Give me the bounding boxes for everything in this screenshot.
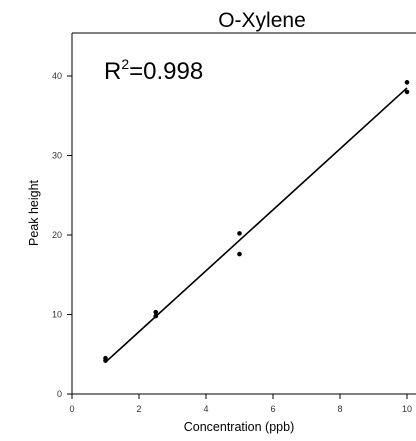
data-point [237, 251, 242, 257]
r-squared-annotation: R2=0.998 [104, 56, 203, 85]
r-squared-value: =0.998 [129, 58, 203, 85]
y-axis-ticks: 0 10 20 30 40 [52, 71, 72, 399]
r-squared-base: R [104, 58, 121, 85]
data-point [103, 358, 108, 363]
chart-title: O-Xylene [218, 9, 306, 32]
x-axis-label: Concentration (ppb) [184, 420, 294, 434]
r-squared-superscript: 2 [121, 56, 129, 72]
y-tick-label: 10 [52, 310, 62, 320]
data-point [404, 89, 410, 95]
regression-line [104, 87, 408, 363]
data-point [404, 80, 410, 85]
y-tick-label: 20 [52, 230, 62, 240]
x-tick-label: 0 [69, 404, 74, 414]
x-tick-label: 10 [402, 404, 412, 414]
y-tick-label: 0 [57, 389, 62, 399]
data-point [153, 313, 159, 319]
x-tick-label: 2 [136, 404, 141, 414]
x-tick-label: 6 [270, 404, 275, 414]
data-point [237, 231, 242, 236]
data-point [153, 309, 159, 315]
y-tick-label: 30 [52, 151, 62, 161]
x-tick-label: 4 [203, 404, 208, 414]
y-tick-label: 40 [52, 71, 62, 81]
x-axis-ticks: 0 2 4 6 8 10 [69, 394, 412, 414]
data-points [103, 80, 410, 363]
x-tick-label: 8 [337, 404, 342, 414]
y-axis-label: Peak height [27, 179, 41, 246]
regression-line-group [104, 87, 408, 363]
